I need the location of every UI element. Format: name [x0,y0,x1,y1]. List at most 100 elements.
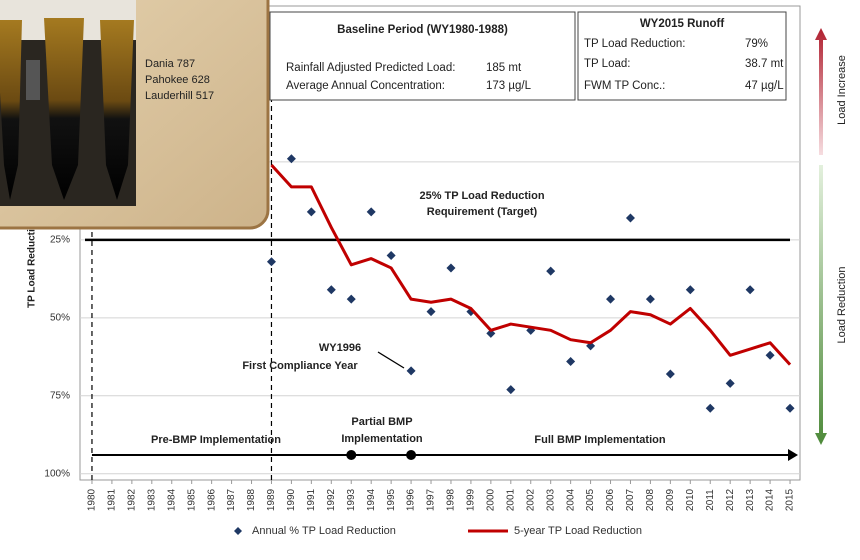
data-point [486,328,496,338]
legend-swatch [234,527,242,535]
overlay-panel: Dania 787 Pahokee 628 Lauderhill 517 [0,0,270,230]
legend-label: 5-year TP Load Reduction [514,525,642,537]
data-point [765,350,775,360]
annotation: First Compliance Year [242,360,358,372]
x-tick-label: 1990 [286,488,297,511]
data-point [705,403,715,413]
data-point [326,285,336,295]
info-box-label: FWM TP Conc.: [584,80,665,92]
data-point [346,294,356,304]
timeline-arrowhead [788,449,798,461]
x-tick-label: 1998 [446,488,457,511]
photo-jar [0,20,22,200]
x-tick-label: 2013 [745,488,756,511]
y-tick-label: 50% [50,312,70,323]
data-point [645,294,655,304]
info-box-label: TP Load Reduction: [584,38,685,50]
overlay-item: Pahokee 628 [145,74,210,86]
data-point [745,285,755,295]
marks [266,154,795,413]
info-box-value: 38.7 mt [745,58,784,70]
info-box-value: 47 µg/L [745,80,784,92]
x-tick-label: 2000 [485,488,496,511]
y-tick-label: 75% [50,390,70,401]
x-tick-label: 1989 [266,488,277,511]
info-box-title: Baseline Period (WY1980-1988) [337,24,508,36]
photo-device [26,60,40,100]
data-point [266,257,276,267]
annotation: Load Reduction [836,266,848,343]
info-box-value: 185 mt [486,62,522,74]
x-tick-label: 1999 [466,488,477,511]
data-point [386,250,396,260]
info-box-value: 79% [745,38,768,50]
series-line [270,164,792,366]
y-tick-label: 25% [50,235,70,246]
annotation-arrow [377,351,405,369]
info-box-label: Rainfall Adjusted Predicted Load: [286,62,455,74]
annotation: WY1996 [319,342,361,354]
info-boxes: Baseline Period (WY1980-1988) Rainfall Ad… [269,11,787,101]
info-box [269,11,576,101]
data-point [546,266,556,276]
x-tick-label: 2011 [705,489,716,511]
x-tick-label: 2006 [605,488,616,511]
info-box-label: Average Annual Concentration: [286,80,445,92]
y-tick-label: 100% [44,468,70,479]
data-point [685,285,695,295]
y-axis-label: TP Load Reduction from [27,192,38,308]
annotation: Partial BMP [351,416,412,428]
x-tick-label: 2001 [505,488,516,511]
info-box-title: WY2015 Runoff [640,18,725,30]
x-tick-label: 1982 [126,488,137,511]
x-tick-label: 2004 [565,488,576,511]
grid: 0%25%50%75%100%1980198119821983198419851… [44,70,800,511]
x-tick-label: 1991 [306,488,317,511]
x-tick-label: 2009 [665,488,676,511]
timeline-point [406,450,417,460]
data-point [785,403,795,413]
data-point [725,378,735,388]
x-tick-label: 2008 [645,488,656,511]
data-point [665,369,675,379]
legend-label: Annual % TP Load Reduction [252,525,396,537]
x-tick-label: 2010 [685,488,696,511]
annotation: Implementation [341,433,423,445]
timeline-point [346,450,357,460]
annotation: Load Increase [836,55,848,125]
x-tick-label: 1980 [87,488,98,511]
x-tick-label: 2005 [585,488,596,511]
data-point [366,207,376,217]
x-tick-label: 2014 [765,488,776,511]
data-point [306,207,316,217]
x-tick-label: 1993 [346,488,357,511]
photo-jar [100,20,134,200]
annotation: Pre-BMP Implementation [151,434,281,446]
data-point [625,213,635,223]
x-tick-label: 1996 [406,488,417,511]
data-point [446,263,456,273]
data-point [286,154,296,164]
data-point [406,366,416,376]
x-tick-label: 1986 [206,488,217,511]
x-tick-label: 1984 [166,488,177,511]
info-box [577,11,787,101]
x-tick-label: 1988 [246,488,257,511]
overlay-item: Dania 787 [145,58,195,70]
load-reduction-arrow [815,165,827,445]
x-tick-label: 1992 [326,488,337,511]
overlay-item: Lauderhill 517 [145,90,214,102]
data-point [566,357,576,366]
annotation: Full BMP Implementation [534,434,665,446]
data-point [426,307,436,317]
info-box-value: 173 µg/L [486,80,532,92]
x-tick-label: 1981 [107,488,118,511]
legend: Annual % TP Load Reduction 5-year TP Load… [234,525,642,537]
load-increase-arrow [815,28,827,155]
x-tick-label: 1983 [146,488,157,511]
x-tick-label: 2003 [545,488,556,511]
data-point [506,385,516,395]
x-tick-label: 1994 [366,488,377,511]
